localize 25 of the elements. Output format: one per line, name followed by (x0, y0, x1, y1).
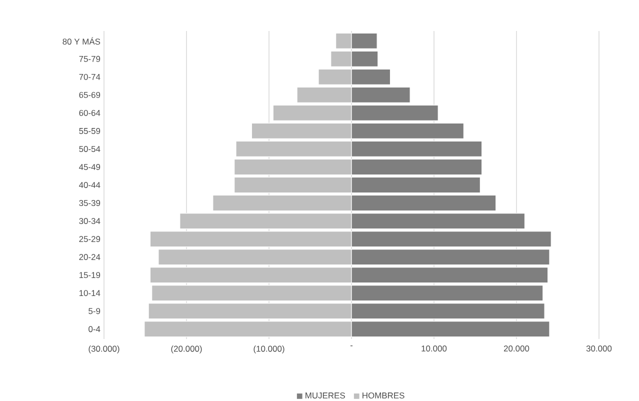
y-tick-label: 10-14 (79, 290, 100, 296)
x-tick-label: 20.000 (504, 346, 530, 352)
x-tick-label: 10.000 (422, 346, 447, 352)
legend-label: HOMBRES (362, 392, 404, 398)
legend-label: MUJERES (306, 392, 345, 398)
y-tick-label: 30-34 (79, 218, 100, 224)
y-tick-label: 55-59 (79, 128, 100, 134)
y-tick-label: 20-24 (79, 254, 100, 260)
y-tick-label: 60-64 (79, 110, 100, 116)
y-tick-label: 15-19 (79, 272, 100, 278)
y-tick-label: 80 Y MÁS (62, 37, 100, 45)
x-tick-label: (10.000) (254, 346, 284, 354)
y-tick-label: 50-54 (79, 146, 100, 152)
y-tick-label: 75-79 (79, 56, 100, 62)
y-tick-label: 35-39 (79, 200, 100, 206)
y-tick-label: 70-74 (79, 74, 100, 80)
x-tick-label: 30.000 (586, 346, 612, 352)
x-tick-label: (30.000) (88, 346, 120, 354)
y-tick-label: 45-49 (79, 164, 100, 170)
x-tick-label: (20.000) (171, 346, 202, 354)
y-tick-label: 0-4 (88, 326, 100, 332)
y-tick-label: 65-69 (79, 92, 100, 98)
y-tick-label: 40-44 (79, 182, 100, 188)
y-tick-label: 25-29 (79, 236, 100, 242)
y-tick-label: 5-9 (88, 308, 100, 314)
